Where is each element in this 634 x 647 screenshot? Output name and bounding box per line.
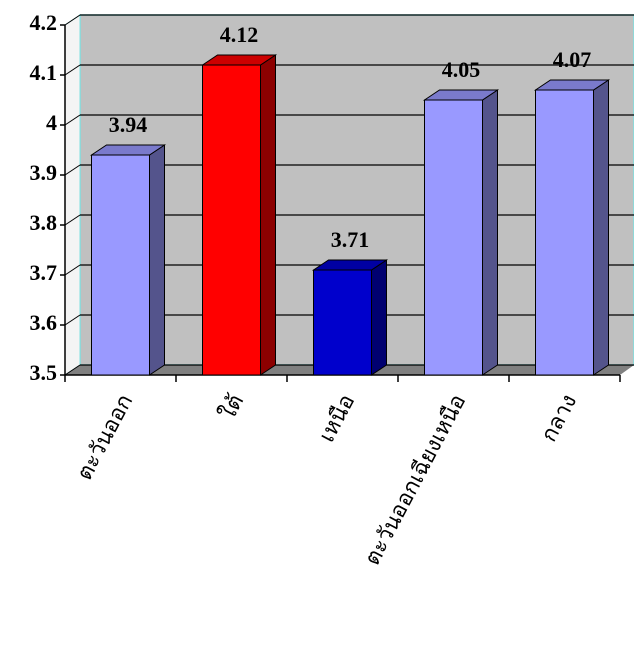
value-label: 4.07 xyxy=(553,47,592,72)
bar-top xyxy=(200,54,278,66)
x-tick-label: ตะวันออก xyxy=(72,390,138,484)
bar-side xyxy=(482,89,498,376)
bar xyxy=(424,99,483,376)
y-tick-label: 3.7 xyxy=(30,260,58,285)
bar xyxy=(202,64,261,376)
value-label: 3.94 xyxy=(109,112,148,137)
grid-line-side xyxy=(64,364,81,376)
y-tick-label: 4 xyxy=(46,110,57,135)
y-tick-label: 3.8 xyxy=(30,210,58,235)
x-tick-label: ตะวันออกเฉียงเหนือ xyxy=(359,390,470,569)
bar-side xyxy=(593,79,609,376)
y-tick-label: 4.2 xyxy=(30,10,58,35)
value-label: 4.12 xyxy=(220,22,259,47)
y-tick-label: 3.9 xyxy=(30,160,58,185)
bar-side xyxy=(260,54,276,376)
bar xyxy=(313,269,372,376)
x-tick-label: กลาง xyxy=(536,390,582,446)
grid-line-side xyxy=(64,164,81,176)
grid-line-side xyxy=(64,114,81,126)
side-wall xyxy=(64,14,81,376)
grid-line-side xyxy=(64,14,81,26)
bar-top xyxy=(89,144,167,156)
x-tick-label: ใต้ xyxy=(215,390,249,424)
bar xyxy=(535,89,594,376)
bar-top xyxy=(311,259,389,271)
value-label: 4.05 xyxy=(442,57,481,82)
value-label: 3.71 xyxy=(331,227,370,252)
bar-top xyxy=(422,89,500,101)
x-tick-label: เหนือ xyxy=(314,390,360,446)
grid-line-side xyxy=(64,64,81,76)
grid-line-side xyxy=(64,214,81,226)
bar-side xyxy=(149,144,165,376)
bar-side xyxy=(371,259,387,376)
y-tick-label: 3.5 xyxy=(30,360,58,385)
y-tick-label: 4.1 xyxy=(30,60,58,85)
y-tick-label: 3.6 xyxy=(30,310,58,335)
grid-line-side xyxy=(64,264,81,276)
bar xyxy=(91,154,150,376)
bar-top xyxy=(533,79,611,91)
grid-line-side xyxy=(64,314,81,326)
